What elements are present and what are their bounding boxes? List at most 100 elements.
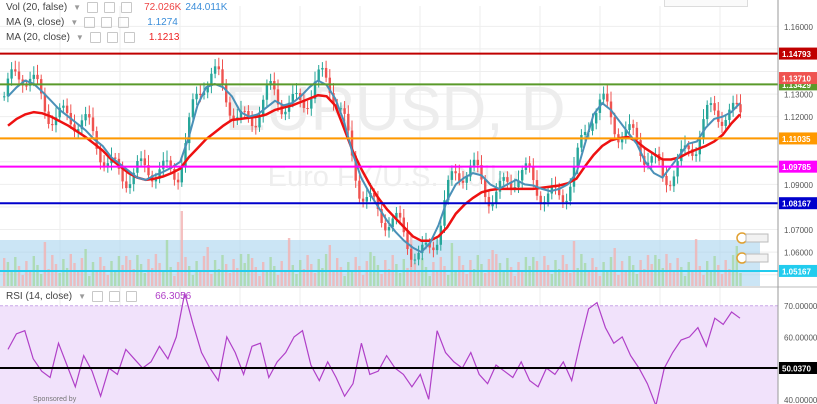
volume-bar: [569, 273, 572, 286]
volume-bar: [58, 273, 61, 286]
horizontal-levels[interactable]: 1.14793 1.13429 1.11035 1.09785 1.08167 1.051…: [0, 47, 817, 277]
candle-body: [406, 232, 409, 250]
candle-body: [613, 117, 616, 135]
price-tick-label: 1.09000: [784, 181, 813, 190]
volume-bar: [191, 275, 195, 286]
candle-body: [735, 102, 738, 105]
volume-bar: [617, 275, 620, 286]
candle-body: [188, 117, 191, 144]
legend-ma9[interactable]: MA (9, close) ▼ 1.1274: [6, 17, 178, 28]
candle-body: [365, 196, 368, 202]
volume-bar: [443, 266, 446, 286]
visibility-icon[interactable]: [84, 17, 96, 28]
candle-body: [247, 110, 250, 119]
candle-body: [162, 160, 165, 170]
settings-icon[interactable]: [101, 17, 113, 28]
candle-body: [513, 187, 516, 189]
candle-body: [324, 67, 328, 78]
last-price-bg: [779, 72, 817, 85]
candle-body: [306, 108, 309, 110]
volume-bar: [435, 271, 439, 286]
candle-body: [395, 212, 398, 219]
close-icon[interactable]: [123, 32, 135, 43]
close-icon[interactable]: [118, 17, 130, 28]
candle-body: [36, 74, 39, 80]
volume-bar: [639, 260, 642, 286]
volume-bar: [691, 271, 694, 286]
candle-body: [384, 222, 387, 231]
volume-bar: [717, 265, 720, 286]
volume-bar: [554, 260, 557, 286]
volume-bar: [402, 259, 405, 286]
price-axis[interactable]: 1.16000 1.13000 1.12000 1.09000 1.07000 1.060…: [777, 0, 817, 404]
candle-body: [558, 187, 561, 196]
visibility-icon[interactable]: [92, 291, 104, 302]
candle-body: [565, 200, 568, 203]
candle-body: [465, 176, 468, 183]
candle-body: [180, 166, 183, 183]
close-icon[interactable]: [121, 2, 133, 13]
volume-bar: [624, 270, 627, 286]
chevron-down-icon[interactable]: ▼: [78, 292, 87, 301]
visibility-icon[interactable]: [87, 2, 99, 13]
candle-body: [73, 124, 76, 132]
price-tick-label: 1.13000: [784, 91, 813, 100]
volume-bar: [517, 262, 520, 286]
volume-bar: [521, 271, 524, 286]
legend-rsi[interactable]: RSI (14, close) ▼ 66.3056: [6, 291, 191, 302]
volume-bar: [739, 273, 742, 286]
volume-bar: [236, 268, 239, 286]
visibility-icon[interactable]: [89, 32, 101, 43]
volume-bar: [535, 261, 539, 286]
volume-bar: [199, 270, 202, 286]
legend-ma20[interactable]: MA (20, close) ▼ 1.1213: [6, 32, 179, 43]
candle-body: [332, 93, 335, 104]
volume-bar: [10, 271, 13, 286]
volume-bar: [91, 262, 95, 286]
volume-bar: [698, 266, 701, 286]
candle-body: [398, 212, 402, 218]
volume-bar: [173, 276, 176, 286]
chevron-down-icon[interactable]: ▼: [70, 18, 79, 27]
candle-body: [728, 109, 731, 121]
candle-body: [454, 171, 457, 174]
candle-body: [350, 130, 354, 156]
candle-body: [706, 104, 709, 120]
volume-bar: [321, 268, 324, 286]
volume-bar: [158, 263, 161, 286]
volume-bar: [165, 240, 169, 286]
chevron-down-icon[interactable]: ▼: [73, 3, 82, 12]
volume-bar: [25, 261, 28, 286]
candle-body: [387, 227, 391, 231]
volume-bar: [421, 258, 424, 286]
candle-body: [361, 198, 365, 202]
candle-body: [54, 117, 58, 126]
candle-body: [720, 121, 724, 126]
settings-icon[interactable]: [109, 291, 121, 302]
settings-icon[interactable]: [106, 32, 118, 43]
volume-bar: [299, 260, 302, 286]
candle-body: [106, 163, 109, 167]
volume-bar: [724, 260, 727, 286]
volume-bar: [587, 272, 590, 286]
volume-bar: [550, 274, 553, 286]
candle-body: [121, 168, 124, 182]
candle-body: [295, 93, 298, 95]
volume-bar: [657, 259, 661, 286]
candle-body: [114, 157, 117, 159]
chevron-down-icon[interactable]: ▼: [75, 33, 84, 42]
close-icon[interactable]: [126, 291, 138, 302]
toolbar-stub[interactable]: [664, 0, 748, 7]
candle-body: [698, 139, 701, 155]
candle-body: [424, 242, 428, 245]
candle-body: [391, 218, 394, 228]
volume-bar: [106, 275, 109, 286]
event-markers[interactable]: [736, 232, 769, 264]
legend-vol[interactable]: Vol (20, false) ▼ 72.026K 244.011K: [6, 2, 227, 13]
settings-icon[interactable]: [104, 2, 116, 13]
volume-bar: [276, 275, 280, 286]
candle-body: [80, 120, 84, 130]
candle-body: [302, 100, 306, 109]
volume-bar: [706, 261, 709, 286]
